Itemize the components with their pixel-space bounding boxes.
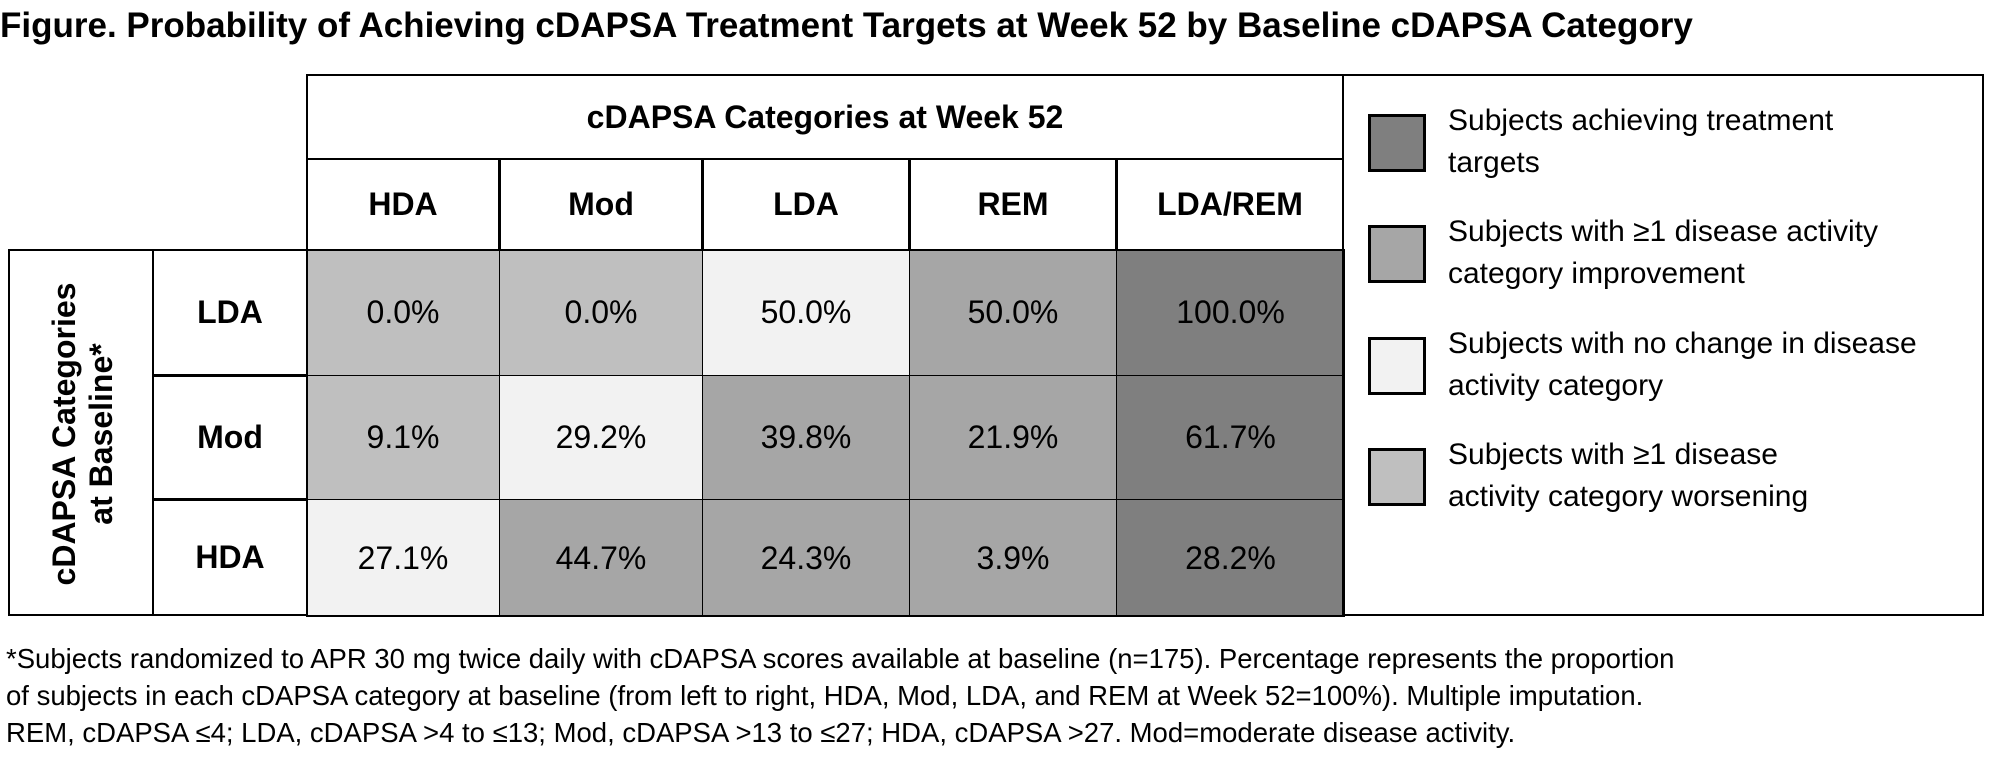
data-cell: 61.7% [1116,375,1345,500]
row-group-header-line2: at Baseline* [83,343,119,525]
legend-label-line: Subjects with ≥1 disease [1448,438,1778,471]
data-cell: 28.2% [1116,499,1345,617]
legend-label-line: Subjects with no change in disease [1448,327,1917,360]
data-cell: 27.1% [306,499,500,617]
legend-label: Subjects achieving treatment targets [1448,100,1968,184]
data-cell: 21.9% [909,375,1117,500]
row-group-header: cDAPSA Categories at Baseline* [8,249,154,616]
legend-item: Subjects with no change in disease activi… [1368,323,1968,415]
data-cell: 50.0% [909,249,1117,376]
legend-label: Subjects with ≥1 disease activity categor… [1448,211,1968,295]
figure-title: Figure. Probability of Achieving cDAPSA … [0,6,1693,45]
column-header: Mod [499,158,703,251]
row-header: Mod [152,375,308,500]
footnote: *Subjects randomized to APR 30 mg twice … [6,640,1986,751]
data-cell: 50.0% [702,249,910,376]
legend-label-line: activity category [1448,369,1664,402]
data-cell: 24.3% [702,499,910,617]
legend-label: Subjects with no change in disease activi… [1448,323,1968,407]
row-header: LDA [152,249,308,376]
data-cell: 3.9% [909,499,1117,617]
row-group-header-text: cDAPSA Categories at Baseline* [46,283,120,586]
column-header: REM [909,158,1117,251]
row-header: HDA [152,499,308,616]
row-group-header-line1: cDAPSA Categories [46,282,82,586]
data-cell: 100.0% [1116,249,1345,376]
data-cell: 39.8% [702,375,910,500]
footnote-line: of subjects in each cDAPSA category at b… [6,680,1644,711]
footnote-line: *Subjects randomized to APR 30 mg twice … [6,643,1675,674]
data-cell: 0.0% [306,249,500,376]
legend-label-line: Subjects with ≥1 disease activity [1448,215,1878,248]
legend-swatch [1368,114,1426,172]
legend-item: Subjects achieving treatment targets [1368,100,1968,192]
data-cell: 0.0% [499,249,703,376]
legend-label-line: activity category worsening [1448,480,1809,513]
column-header: LDA/REM [1116,158,1344,251]
legend-label-line: category improvement [1448,257,1745,290]
data-cell: 9.1% [306,375,500,500]
footnote-line: REM, cDAPSA ≤4; LDA, cDAPSA >4 to ≤13; M… [6,717,1516,748]
legend-swatch [1368,225,1426,283]
data-cell: 44.7% [499,499,703,617]
data-cell: 29.2% [499,375,703,500]
legend-swatch [1368,448,1426,506]
column-group-header: cDAPSA Categories at Week 52 [306,74,1344,160]
column-header: HDA [306,158,500,251]
legend-label-line: Subjects achieving treatment [1448,104,1834,137]
legend: Subjects achieving treatment targets Subje… [1342,74,1984,616]
column-header: LDA [702,158,910,251]
legend-label-line: targets [1448,146,1540,179]
legend-item: Subjects with ≥1 disease activity categor… [1368,211,1968,303]
legend-label: Subjects with ≥1 disease activity categor… [1448,434,1968,518]
legend-swatch [1368,337,1426,395]
legend-item: Subjects with ≥1 disease activity categor… [1368,434,1968,526]
